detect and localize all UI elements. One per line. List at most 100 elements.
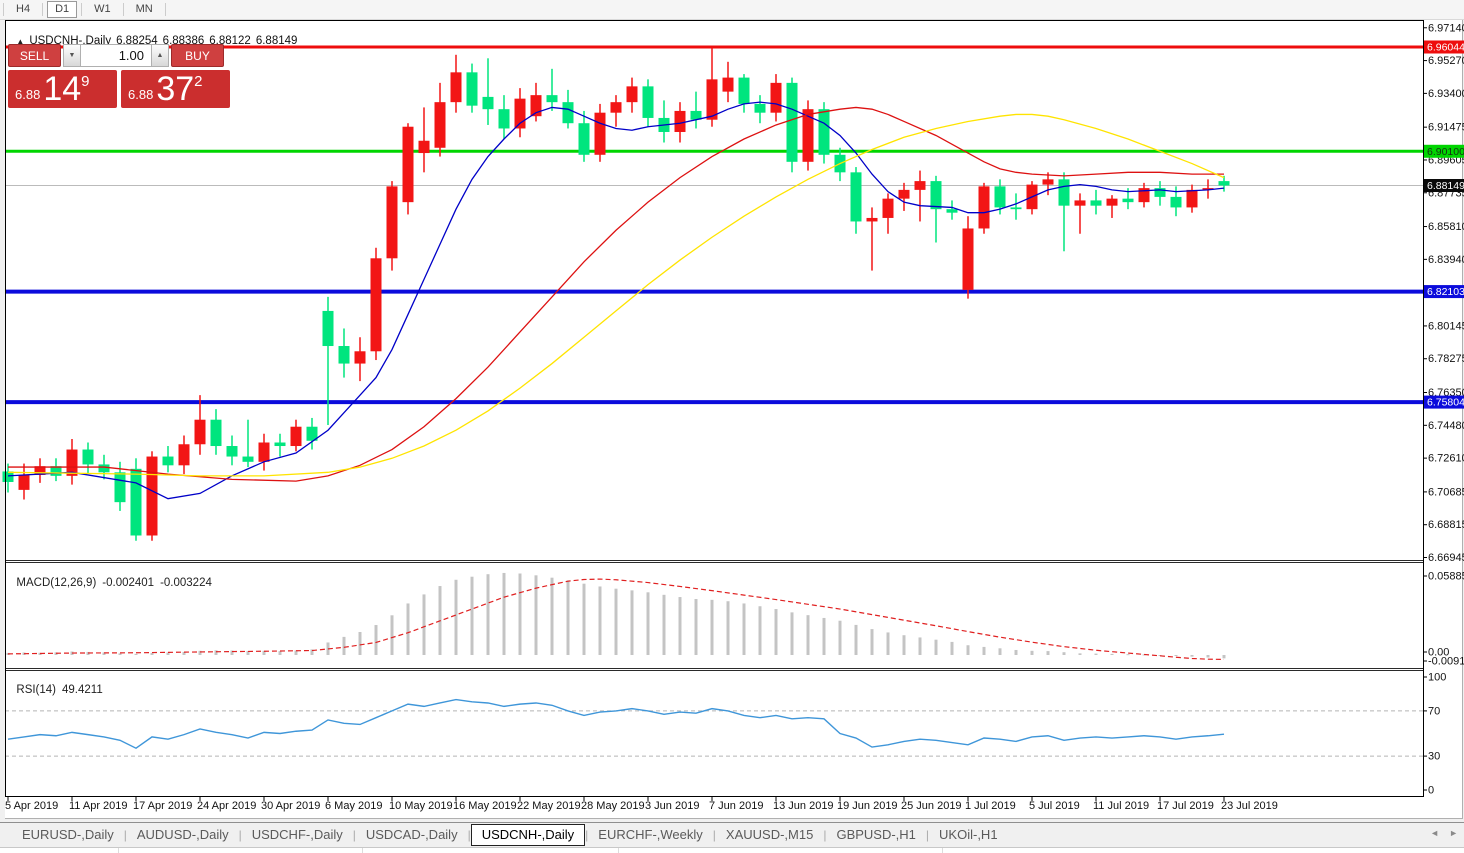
macd-main-value: -0.002401 xyxy=(102,577,155,589)
price-chart[interactable]: 6.971406.952706.934006.914756.896056.877… xyxy=(0,0,1464,824)
one-click-trade-panel: SELL ▼ 1.00 ▲ BUY 6.88 14 9 6.88 37 2 xyxy=(8,44,230,108)
svg-text:6.90100: 6.90100 xyxy=(1427,146,1464,158)
buy-price-big: 37 xyxy=(156,70,195,108)
tab-separator: | xyxy=(925,828,930,842)
volume-input[interactable]: 1.00 xyxy=(81,44,151,67)
svg-text:-0.009116: -0.009116 xyxy=(1428,656,1464,668)
svg-text:30: 30 xyxy=(1428,751,1440,763)
buy-price-prefix: 6.88 xyxy=(128,87,154,102)
svg-text:6.91475: 6.91475 xyxy=(1428,122,1464,134)
svg-text:13 Jun 2019: 13 Jun 2019 xyxy=(773,800,834,812)
svg-text:100: 100 xyxy=(1428,672,1446,684)
svg-text:6.68815: 6.68815 xyxy=(1428,519,1464,531)
tab-separator: | xyxy=(352,828,356,842)
svg-text:70: 70 xyxy=(1428,705,1440,717)
svg-text:6 May 2019: 6 May 2019 xyxy=(325,800,382,812)
svg-text:16 May 2019: 16 May 2019 xyxy=(453,800,517,812)
price-axis: 6.971406.952706.934006.914756.896056.877… xyxy=(1423,22,1464,797)
timeframe-button-w1[interactable]: W1 xyxy=(94,3,111,15)
symbol-tab-audusd-daily[interactable]: AUDUSD-,Daily xyxy=(136,827,229,842)
toolbar-separator xyxy=(164,3,166,16)
svg-text:6.72610: 6.72610 xyxy=(1428,453,1464,465)
svg-text:10 May 2019: 10 May 2019 xyxy=(389,800,453,812)
svg-text:0: 0 xyxy=(1428,785,1434,797)
tabs-scroll-left-icon[interactable]: ◄ xyxy=(1430,828,1440,838)
svg-text:1 Jul 2019: 1 Jul 2019 xyxy=(965,800,1016,812)
symbol-tab-eurusd-daily[interactable]: EURUSD-,Daily xyxy=(22,827,114,842)
timeframe-button-mn[interactable]: MN xyxy=(135,3,153,15)
tab-separator: | xyxy=(238,828,242,842)
tabs-scroll-right-icon[interactable]: ► xyxy=(1449,828,1458,838)
statusbar-separator xyxy=(362,848,363,853)
svg-text:11 Jul 2019: 11 Jul 2019 xyxy=(1093,800,1149,812)
symbol-tab-xauusd-m15[interactable]: XAUUSD-,M15 xyxy=(725,827,814,842)
statusbar-separator xyxy=(618,848,619,853)
svg-text:30 Apr 2019: 30 Apr 2019 xyxy=(261,800,320,812)
ma-fast-line xyxy=(7,101,1225,500)
buy-price-pipette: 2 xyxy=(194,73,203,90)
ma-slow-line xyxy=(7,113,1225,477)
date-axis: 5 Apr 2019 11 Apr 2019 17 Apr 2019 24 Apr 2… xyxy=(5,796,1278,812)
toolbar-separator xyxy=(81,3,83,16)
statusbar-separator xyxy=(118,848,119,853)
volume-increase-button[interactable]: ▲ xyxy=(151,44,169,67)
tab-separator: | xyxy=(585,828,589,842)
sell-price-big: 14 xyxy=(43,70,82,108)
rsi-line xyxy=(7,698,1225,750)
rsi-current-value: 49.4211 xyxy=(62,684,103,696)
svg-text:6.70685: 6.70685 xyxy=(1428,486,1464,498)
chart-collapse-icon[interactable]: ▲ xyxy=(16,37,25,46)
svg-text:28 May 2019: 28 May 2019 xyxy=(581,800,645,812)
symbol-tabbar: EURUSD-,Daily | AUDUSD-,Daily | USDCHF-,Dail… xyxy=(0,822,1464,847)
svg-text:6.93400: 6.93400 xyxy=(1428,88,1464,100)
buy-button[interactable]: BUY xyxy=(171,44,224,67)
svg-text:6.75804: 6.75804 xyxy=(1427,397,1464,409)
svg-text:6.78275: 6.78275 xyxy=(1428,353,1464,365)
symbol-tab-ukoil-h1[interactable]: UKOil-,H1 xyxy=(939,827,998,842)
svg-text:24 Apr 2019: 24 Apr 2019 xyxy=(197,800,256,812)
toolbar-separator xyxy=(42,3,44,16)
sell-price-prefix: 6.88 xyxy=(15,87,41,102)
sell-price-pipette: 9 xyxy=(81,73,90,90)
rsi-name: RSI(14) xyxy=(16,684,57,696)
tab-separator: | xyxy=(467,828,471,842)
rsi-indicator-label: RSI(14) 49.4211 xyxy=(10,672,109,696)
buy-price-box[interactable]: 6.88 37 2 xyxy=(121,70,230,108)
svg-text:23 Jul 2019: 23 Jul 2019 xyxy=(1221,800,1278,812)
ma-mid-line xyxy=(8,106,1224,482)
svg-text:5 Jul 2019: 5 Jul 2019 xyxy=(1029,800,1080,812)
statusbar-separator xyxy=(942,848,943,853)
macd-name: MACD(12,26,9) xyxy=(16,577,97,589)
symbol-tab-usdcad-daily[interactable]: USDCAD-,Daily xyxy=(365,827,458,842)
svg-text:6.66945: 6.66945 xyxy=(1428,552,1464,564)
svg-text:17 Apr 2019: 17 Apr 2019 xyxy=(133,800,192,812)
timeframe-button-d1[interactable]: D1 xyxy=(47,1,78,18)
svg-text:17 Jul 2019: 17 Jul 2019 xyxy=(1157,800,1214,812)
svg-text:6.83940: 6.83940 xyxy=(1428,254,1464,266)
status-bar xyxy=(0,847,1464,853)
svg-text:19 Jun 2019: 19 Jun 2019 xyxy=(837,800,898,812)
macd-signal-line xyxy=(7,578,1225,661)
sell-price-box[interactable]: 6.88 14 9 xyxy=(8,70,117,108)
volume-decrease-button[interactable]: ▼ xyxy=(63,44,81,67)
svg-text:0.00: 0.00 xyxy=(1428,647,1449,659)
timeframe-toolbar: H4 D1 W1 MN xyxy=(0,0,1464,20)
horizontal-lines-layer xyxy=(6,45,1423,405)
svg-text:3 Jun 2019: 3 Jun 2019 xyxy=(645,800,699,812)
toolbar-separator xyxy=(3,3,4,16)
timeframe-button-h4[interactable]: H4 xyxy=(16,3,31,15)
symbol-tab-gbpusd-h1[interactable]: GBPUSD-,H1 xyxy=(836,827,916,842)
svg-text:11 Apr 2019: 11 Apr 2019 xyxy=(69,800,128,812)
symbol-tab-usdchf-daily[interactable]: USDCHF-,Daily xyxy=(251,827,343,842)
svg-text:6.97140: 6.97140 xyxy=(1428,22,1464,34)
sell-button[interactable]: SELL xyxy=(8,44,61,67)
macd-panel xyxy=(6,572,1226,661)
symbol-tab-usdcnh-daily[interactable]: USDCNH-,Daily xyxy=(470,824,586,846)
candles-layer xyxy=(2,47,1230,541)
symbol-tab-eurchf-weekly[interactable]: EURCHF-,Weekly xyxy=(598,827,703,842)
svg-text:6.96044: 6.96044 xyxy=(1427,42,1464,54)
tab-separator: | xyxy=(123,828,127,842)
svg-text:0.058851: 0.058851 xyxy=(1428,571,1464,583)
macd-signal-value: -0.003224 xyxy=(160,577,212,589)
